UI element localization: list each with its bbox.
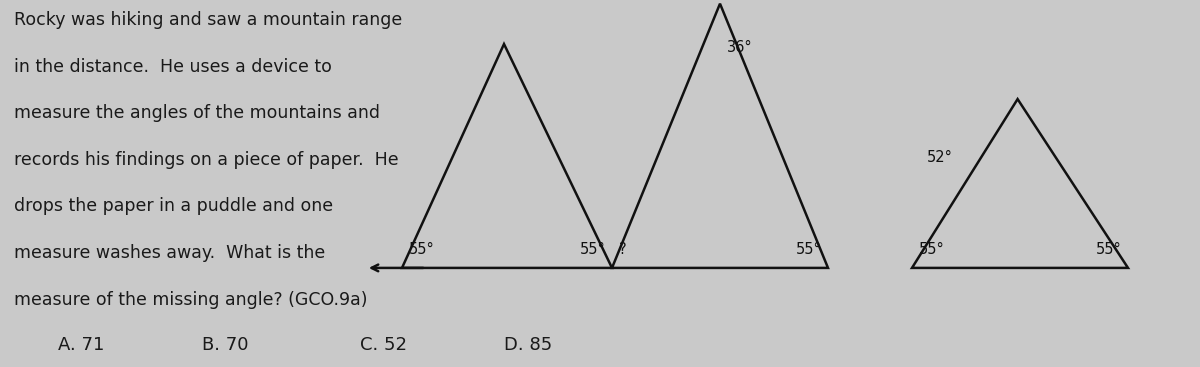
Text: drops the paper in a puddle and one: drops the paper in a puddle and one	[14, 197, 334, 215]
Text: 36°: 36°	[727, 40, 752, 55]
Text: 52°: 52°	[926, 150, 953, 165]
Text: measure of the missing angle? (GCO.9a): measure of the missing angle? (GCO.9a)	[14, 291, 368, 309]
Text: B. 70: B. 70	[202, 336, 248, 354]
Text: A. 71: A. 71	[58, 336, 104, 354]
Text: Rocky was hiking and saw a mountain range: Rocky was hiking and saw a mountain rang…	[14, 11, 403, 29]
Text: 55°: 55°	[919, 242, 944, 257]
Text: 55°: 55°	[581, 242, 606, 257]
Text: 55°: 55°	[1097, 242, 1122, 257]
Text: C. 52: C. 52	[360, 336, 407, 354]
Text: D. 85: D. 85	[504, 336, 552, 354]
Text: records his findings on a piece of paper.  He: records his findings on a piece of paper…	[14, 151, 400, 169]
Text: ?: ?	[619, 242, 626, 257]
Text: 55°: 55°	[797, 242, 822, 257]
Text: in the distance.  He uses a device to: in the distance. He uses a device to	[14, 58, 332, 76]
Text: measure the angles of the mountains and: measure the angles of the mountains and	[14, 104, 380, 122]
Text: 55°: 55°	[409, 242, 434, 257]
Text: measure washes away.  What is the: measure washes away. What is the	[14, 244, 325, 262]
